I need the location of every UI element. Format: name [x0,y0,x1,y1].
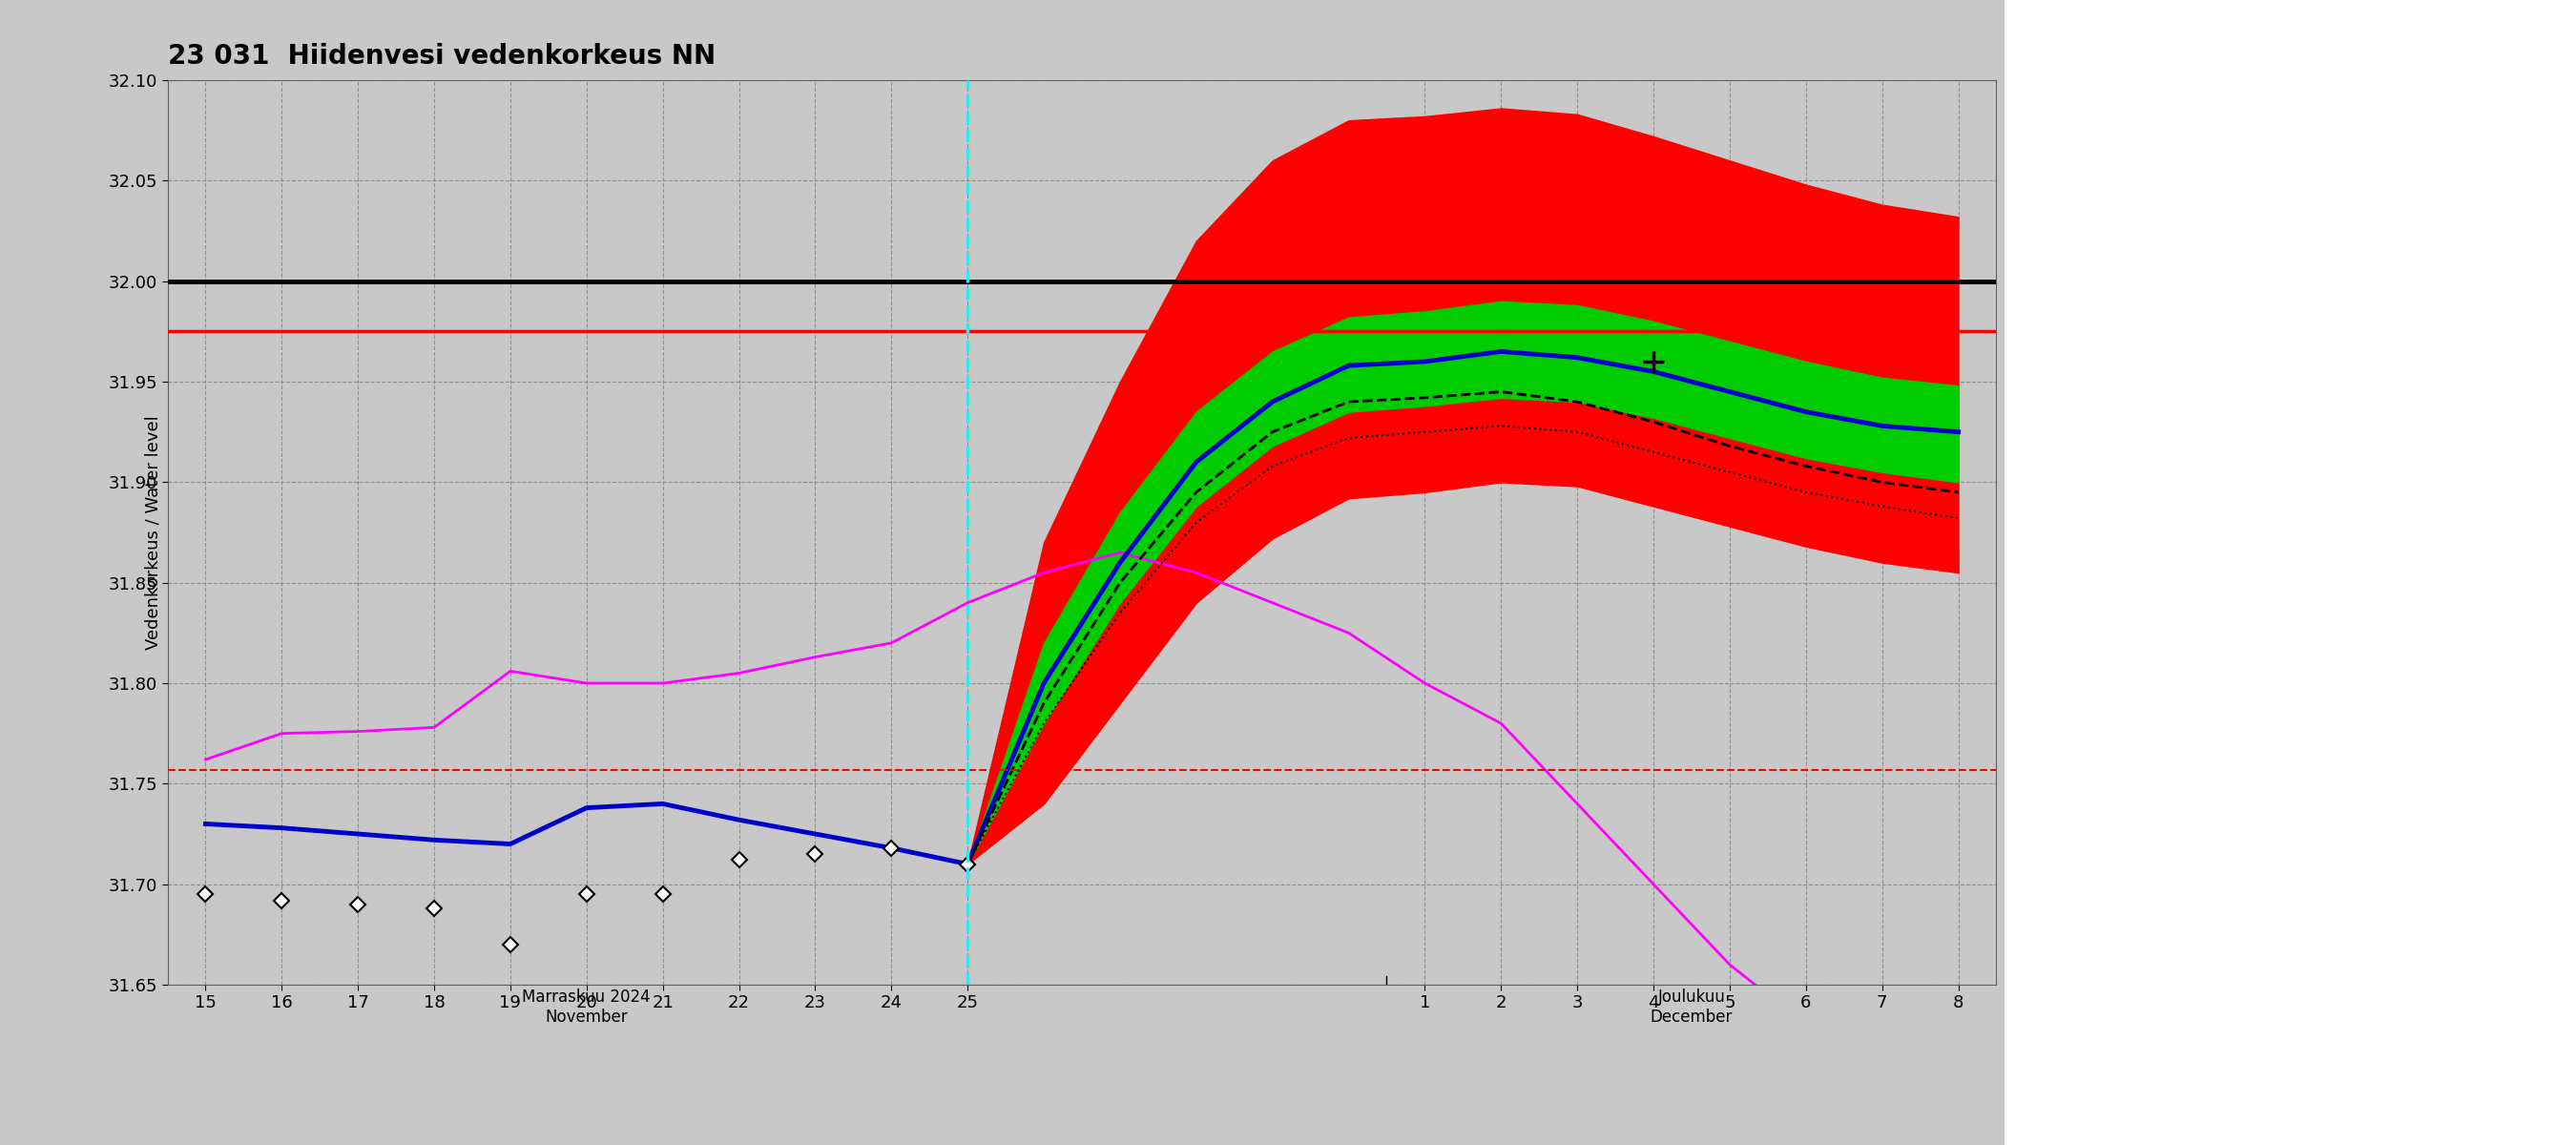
Text: ◇=Havaittu 2300500: ◇=Havaittu 2300500 [2210,607,2365,621]
Text: + =Keskimääräinen huipp
u: + =Keskimääräinen huipp u [2210,363,2398,394]
Y-axis label: NN+m: NN+m [2009,504,2027,561]
Text: Simuloitu historia: Simuloitu historia [2210,673,2339,687]
Text: 25-75% Vaihteluväli: 25-75% Vaihteluväli [2210,166,2354,180]
Text: Joulukuu
December: Joulukuu December [1651,989,1734,1026]
Text: Ennusteen alku: Ennusteen alku [2210,33,2321,47]
Text: MHW  32.32 NHW  31.98
HW  32.75 m 29.12.1974: MHW 32.32 NHW 31.98 HW 32.75 m 29.12.197… [2210,911,2393,942]
Text: Marraskuu 2024
November: Marraskuu 2024 November [523,989,652,1026]
Text: 25-Nov-2024 12:35 WSFS-O: 25-Nov-2024 12:35 WSFS-O [2032,1106,2236,1120]
Y-axis label: Vedenkorkeus / Water level: Vedenkorkeus / Water level [144,416,162,649]
Text: Vaihteluväli 1971-2023
 Havaintoasema 2300500: Vaihteluväli 1971-2023 Havaintoasema 230… [2210,736,2398,767]
Text: Havaintojen mediaani: Havaintojen mediaani [2210,848,2370,862]
Text: Ennusteen vaihteluväli: Ennusteen vaihteluväli [2210,299,2378,313]
Text: MNW  31.37 HNW  31.76
NW  31.10 m 29.03.1976: MNW 31.37 HNW 31.76 NW 31.10 m 29.03.197… [2210,1020,2393,1051]
Text: 23 031  Hiidenvesi vedenkorkeus NN: 23 031 Hiidenvesi vedenkorkeus NN [167,44,716,70]
Text: 5-95% Vaihteluväli: 5-95% Vaihteluväli [2210,232,2347,246]
Text: Keskiennuste: Keskiennuste [2210,100,2308,113]
Text: Säännöstelyraja: Säännöstelyraja [2210,1131,2329,1145]
Text: Deterministinen ennuste: Deterministinen ennuste [2210,474,2391,488]
Text: IL sääennust.perustuva: IL sääennust.perustuva [2210,540,2380,554]
